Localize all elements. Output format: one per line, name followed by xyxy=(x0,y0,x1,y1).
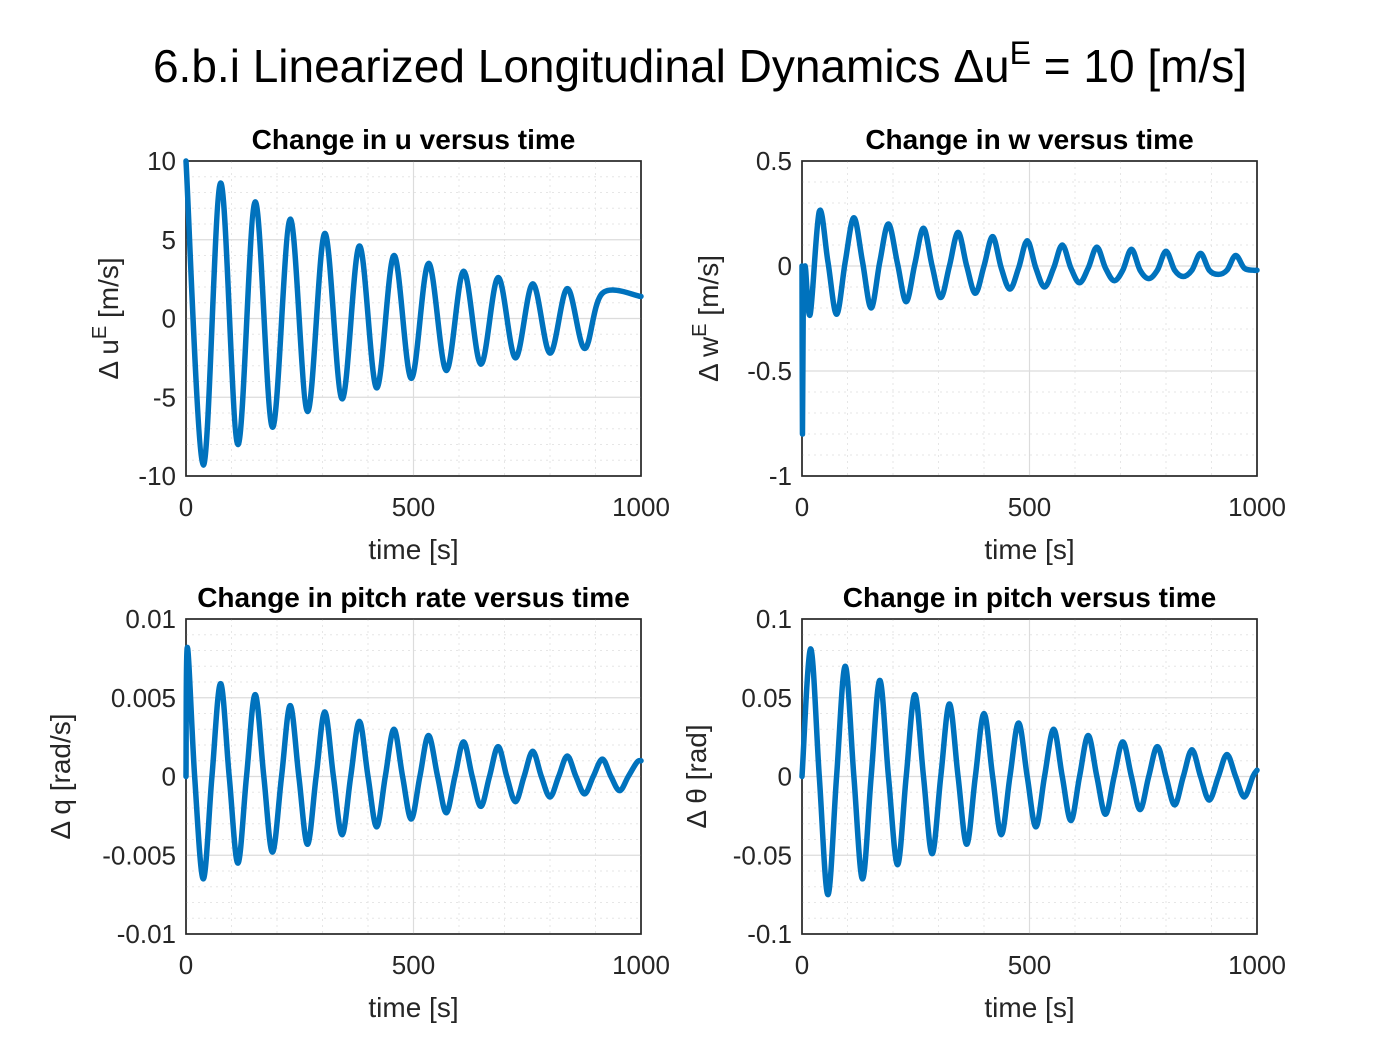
y-tick-label: 0.5 xyxy=(756,146,792,176)
series-line-u xyxy=(183,158,644,468)
y-tick-label: 0.1 xyxy=(756,604,792,634)
x-tick-label: 500 xyxy=(1008,492,1051,522)
figure-title: 6.b.i Linearized Longitudinal Dynamics Δ… xyxy=(153,35,1247,92)
y-tick-label: 0 xyxy=(778,251,792,281)
y-axis-label-text: Δ θ [rad] xyxy=(681,724,712,828)
y-axis-label-units: [m/s] xyxy=(693,255,724,323)
y-tick-label: 0 xyxy=(162,762,176,792)
x-axis-label: time [s] xyxy=(368,534,458,565)
subplot-title: Change in u versus time xyxy=(252,124,576,155)
y-tick-label: -0.5 xyxy=(747,356,792,386)
y-tick-label: -0.01 xyxy=(117,919,176,949)
y-axis-label-units: [m/s] xyxy=(93,257,124,325)
series-line-pitch xyxy=(799,646,1260,898)
y-tick-label: -1 xyxy=(769,461,792,491)
x-tick-label: 1000 xyxy=(1228,950,1286,980)
x-tick-label: 500 xyxy=(1008,950,1051,980)
x-tick-label: 500 xyxy=(392,950,435,980)
x-tick-label: 0 xyxy=(179,492,193,522)
y-tick-label: 10 xyxy=(147,146,176,176)
y-axis-label-text: Δ w xyxy=(693,336,724,382)
y-axis-label: Δ q [rad/s] xyxy=(45,713,76,839)
y-axis-label-text: Δ u xyxy=(93,339,124,380)
y-tick-label: -0.05 xyxy=(733,840,792,870)
figure-title-delta: Δu xyxy=(953,40,1009,92)
y-tick-label: -0.1 xyxy=(747,919,792,949)
y-axis-label: Δ uE [m/s] xyxy=(89,257,124,379)
series-line-pitch-rate xyxy=(183,644,644,882)
subplot-w: 0 500 1000 -1 -0.5 0 0.5 Change in w versus tim… xyxy=(689,124,1286,565)
x-tick-label: 1000 xyxy=(612,950,670,980)
subplot-u: 0 500 1000 -10 -5 0 5 10 Change in u versus time… xyxy=(89,124,670,565)
y-tick-label: -0.005 xyxy=(102,840,176,870)
y-tick-label: 0.05 xyxy=(741,683,792,713)
x-tick-label: 500 xyxy=(392,492,435,522)
y-tick-label: 0.01 xyxy=(125,604,176,634)
figure-title-suffix: = 10 [m/s] xyxy=(1031,40,1247,92)
y-tick-label: 0.005 xyxy=(111,683,176,713)
y-tick-label: -5 xyxy=(153,382,176,412)
series-line-w xyxy=(799,207,1260,437)
y-axis-label: Δ wE [m/s] xyxy=(689,255,724,382)
y-axis-label-superscript: E xyxy=(89,326,111,339)
y-axis-label-superscript: E xyxy=(689,323,711,336)
x-tick-label: 1000 xyxy=(612,492,670,522)
subplot-pitch-rate: 0 500 1000 -0.01 -0.005 0 0.005 0.01 Change in p… xyxy=(45,582,670,1023)
x-axis-label: time [s] xyxy=(368,992,458,1023)
x-axis-label: time [s] xyxy=(984,534,1074,565)
y-tick-label: 5 xyxy=(162,225,176,255)
subplot-title: Change in pitch versus time xyxy=(843,582,1216,613)
x-tick-label: 0 xyxy=(179,950,193,980)
figure-title-superscript: E xyxy=(1010,35,1031,71)
figure-title-prefix: 6.b.i Linearized Longitudinal Dynamics xyxy=(153,40,953,92)
y-axis-label-text: Δ q [rad/s] xyxy=(45,713,76,839)
y-axis-label: Δ θ [rad] xyxy=(681,724,712,828)
y-tick-label: -10 xyxy=(138,461,176,491)
subplot-title: Change in pitch rate versus time xyxy=(197,582,630,613)
x-axis-label: time [s] xyxy=(984,992,1074,1023)
x-tick-label: 0 xyxy=(795,492,809,522)
plot-frame xyxy=(185,160,642,477)
y-tick-label: 0 xyxy=(778,762,792,792)
y-tick-label: 0 xyxy=(162,304,176,334)
x-tick-label: 1000 xyxy=(1228,492,1286,522)
subplot-pitch: 0 500 1000 -0.1 -0.05 0 0.05 0.1 Change in pitch… xyxy=(681,582,1286,1023)
x-tick-label: 0 xyxy=(795,950,809,980)
subplot-title: Change in w versus time xyxy=(865,124,1193,155)
